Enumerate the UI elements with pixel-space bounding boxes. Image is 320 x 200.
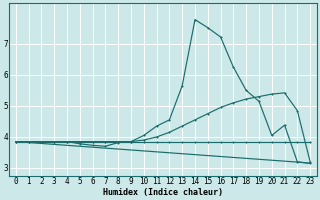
X-axis label: Humidex (Indice chaleur): Humidex (Indice chaleur) <box>103 188 223 197</box>
